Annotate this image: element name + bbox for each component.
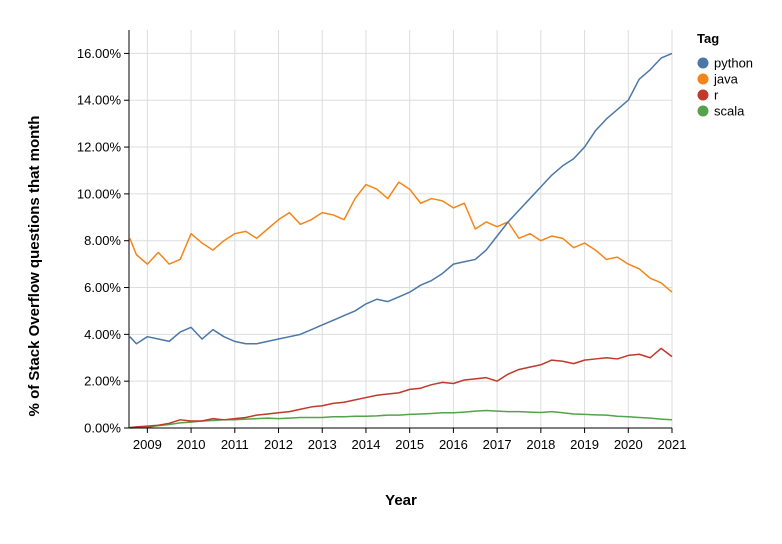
- x-axis: 2009 2010 2011 2012 2013 2014 2015 2016 2017 2018…: [129, 427, 687, 452]
- y-axis-title: % of Stack Overflow questions that month: [26, 116, 43, 417]
- plot-area: [129, 52, 673, 429]
- grid-lines: [129, 30, 673, 429]
- y-tick-label: 2.00%: [84, 374, 121, 389]
- y-tick-label: 14.00%: [77, 93, 122, 108]
- y-tick-label: 8.00%: [84, 233, 121, 248]
- x-tick-label: 2017: [483, 437, 512, 452]
- legend-symbol-r: [697, 89, 709, 101]
- x-tick-label: 2015: [395, 437, 424, 452]
- x-tick-label: 2013: [308, 437, 337, 452]
- y-tick-label: 6.00%: [84, 280, 121, 295]
- series-line-scala: [129, 409, 673, 429]
- legend-symbol-scala: [697, 105, 709, 117]
- series-line-r: [129, 347, 673, 429]
- series-line-java: [129, 181, 673, 293]
- x-tick-label: 2018: [526, 437, 555, 452]
- x-axis-title: Year: [385, 492, 417, 509]
- x-tick-label: 2014: [352, 437, 381, 452]
- y-tick-label: 10.00%: [77, 186, 122, 201]
- legend-label-python: python: [714, 56, 753, 71]
- y-tick-label: 4.00%: [84, 327, 121, 342]
- x-tick-label: 2021: [658, 437, 687, 452]
- x-tick-label: 2019: [570, 437, 599, 452]
- x-tick-label: 2020: [614, 437, 643, 452]
- y-tick-label: 16.00%: [77, 46, 122, 61]
- x-tick-label: 2012: [264, 437, 293, 452]
- legend-label-scala: scala: [714, 104, 745, 119]
- legend-symbol-java: [697, 73, 709, 85]
- y-tick-label: 12.00%: [77, 140, 122, 155]
- x-tick-label: 2016: [439, 437, 468, 452]
- series-line-python: [129, 52, 673, 345]
- x-tick-label: 2010: [177, 437, 206, 452]
- x-tick-label: 2011: [221, 437, 249, 452]
- legend-title: Tag: [697, 31, 719, 46]
- y-tick-label: 0.00%: [84, 421, 121, 436]
- x-tick-label: 2009: [133, 437, 162, 452]
- legend-symbol-python: [697, 57, 709, 69]
- y-axis: 0.00% 2.00% 4.00% 6.00% 8.00% 10.00% 12.00% 14.…: [77, 30, 130, 436]
- legend-label-r: r: [714, 88, 719, 103]
- legend-label-java: java: [713, 72, 739, 87]
